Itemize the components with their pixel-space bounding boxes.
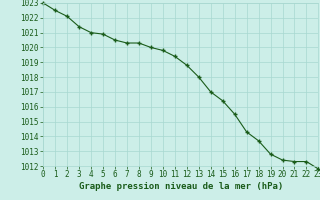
X-axis label: Graphe pression niveau de la mer (hPa): Graphe pression niveau de la mer (hPa) xyxy=(79,182,283,191)
